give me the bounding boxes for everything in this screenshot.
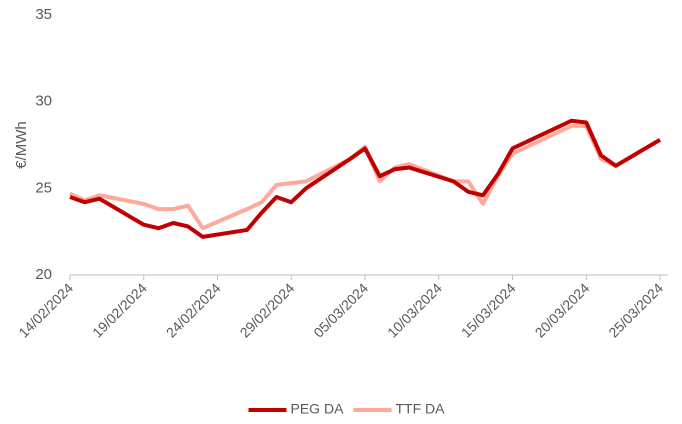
x-tick-label: 10/03/2024 (384, 280, 445, 341)
y-tick-label: 25 (35, 179, 52, 196)
legend-label: TTF DA (396, 401, 446, 417)
legend-label: PEG DA (291, 401, 345, 417)
x-tick-label: 19/02/2024 (89, 280, 150, 341)
x-tick-label: 15/03/2024 (458, 280, 519, 341)
y-axis-label: €/MWh (13, 121, 30, 169)
line-series (69, 118, 662, 239)
x-tick-label: 05/03/2024 (310, 280, 371, 341)
y-tick-label: 20 (35, 266, 52, 283)
x-tick-label: 14/02/2024 (15, 280, 76, 341)
y-tick-label: 30 (35, 93, 52, 110)
x-tick-label: 29/02/2024 (237, 280, 298, 341)
line-series (69, 123, 662, 231)
x-tick-label: 25/03/2024 (605, 280, 666, 341)
x-tick-label: 20/03/2024 (532, 280, 593, 341)
x-tick-label: 24/02/2024 (163, 280, 224, 341)
y-tick-label: 35 (35, 6, 52, 23)
